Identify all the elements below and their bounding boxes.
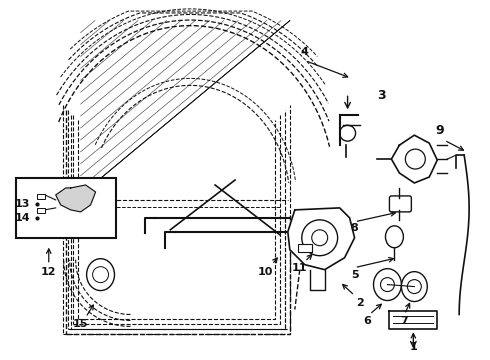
Bar: [16, 178, 116, 238]
Text: 10: 10: [257, 267, 272, 276]
Text: 6: 6: [364, 316, 371, 327]
Text: 7: 7: [400, 316, 408, 327]
Text: 3: 3: [377, 89, 386, 102]
Polygon shape: [56, 185, 96, 212]
Polygon shape: [390, 311, 437, 329]
Polygon shape: [392, 135, 437, 183]
Polygon shape: [288, 208, 355, 270]
Bar: [298, 244, 312, 252]
Text: 15: 15: [73, 319, 88, 329]
Text: 11: 11: [292, 263, 308, 273]
Bar: [37, 208, 45, 213]
Text: 1: 1: [410, 342, 417, 352]
Ellipse shape: [386, 226, 403, 248]
Ellipse shape: [373, 269, 401, 301]
Text: 4: 4: [301, 48, 309, 58]
FancyBboxPatch shape: [390, 196, 412, 212]
Text: 9: 9: [435, 124, 443, 137]
Bar: [37, 194, 45, 199]
Text: 13: 13: [15, 199, 30, 209]
Text: 5: 5: [351, 270, 358, 280]
Text: 14: 14: [15, 213, 31, 223]
Text: 12: 12: [41, 267, 56, 276]
Ellipse shape: [401, 272, 427, 302]
Ellipse shape: [87, 259, 115, 291]
Text: 2: 2: [356, 297, 364, 307]
Text: 8: 8: [351, 223, 359, 233]
